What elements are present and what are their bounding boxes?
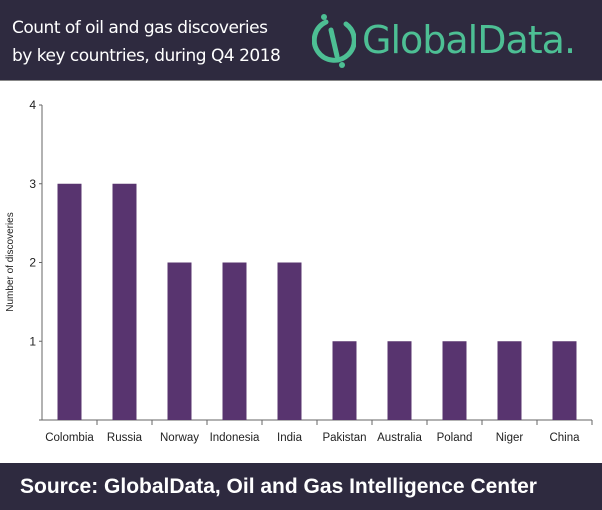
x-tick-label: Pakistan xyxy=(322,432,366,444)
y-axis-label: Number of discoveries xyxy=(5,212,16,311)
bar-pakistan xyxy=(332,341,357,420)
y-tick-label: 4 xyxy=(29,98,36,112)
y-tick-label: 3 xyxy=(29,177,36,191)
x-tick-label: Niger xyxy=(496,432,524,444)
bar-indonesia xyxy=(222,262,247,420)
title-line-1: Count of oil and gas discoveries xyxy=(12,18,268,38)
title-line-2: by key countries, during Q4 2018 xyxy=(12,46,281,66)
x-tick-label: India xyxy=(277,432,303,444)
logo-text: GlobalData. xyxy=(362,18,576,62)
y-tick-label: 1 xyxy=(29,334,36,348)
chart-title: Count of oil and gas discoveries by key … xyxy=(12,14,281,70)
source-footer: Source: GlobalData, Oil and Gas Intellig… xyxy=(0,463,602,510)
x-tick-label: Russia xyxy=(107,432,143,444)
header: Count of oil and gas discoveries by key … xyxy=(0,0,602,81)
logo-icon xyxy=(312,14,356,68)
x-tick-label: China xyxy=(549,432,580,444)
bar-india xyxy=(277,262,302,420)
y-tick-label: 2 xyxy=(29,256,36,270)
x-tick-label: Norway xyxy=(160,432,199,444)
x-tick-label: Indonesia xyxy=(210,432,260,444)
bar-russia xyxy=(112,183,137,420)
bar-norway xyxy=(167,262,192,420)
bar-poland xyxy=(442,341,467,420)
bar-niger xyxy=(497,341,522,420)
bar-australia xyxy=(387,341,412,420)
x-tick-label: Australia xyxy=(377,432,422,444)
bar-chart: 1 2 3 4 Number of discoveries Colombia Russia N… xyxy=(5,98,593,444)
x-tick-label: Poland xyxy=(437,432,473,444)
x-tick-label: Colombia xyxy=(45,432,94,444)
bar-colombia xyxy=(57,183,82,420)
globaldata-logo: GlobalData. xyxy=(312,12,576,68)
bar-china xyxy=(552,341,577,420)
